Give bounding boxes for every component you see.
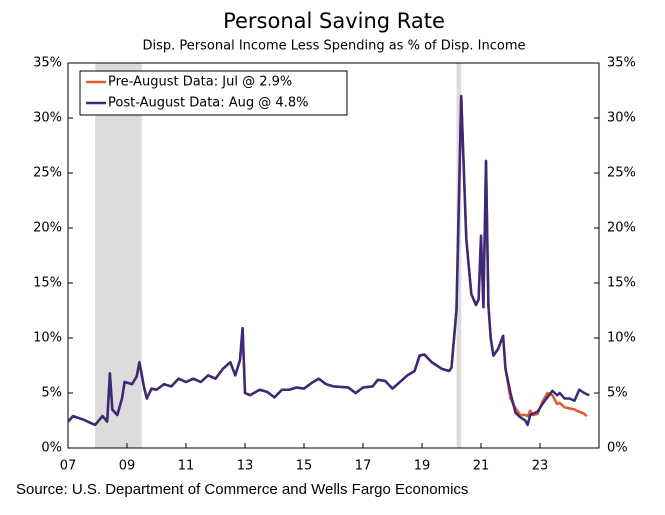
chart-subtitle: Disp. Personal Income Less Spending as %… [143,39,526,54]
x-tick-label: 11 [178,459,195,474]
legend-box [79,70,348,116]
y-tick-label: 10% [33,331,62,346]
x-tick-label: 13 [237,459,254,474]
source-note: Source: U.S. Department of Commerce and … [16,481,468,498]
y2-tick-label: 35% [607,56,636,71]
x-tick-label: 17 [355,459,372,474]
y-tick-label: 35% [33,56,62,71]
x-tick-label: 23 [532,459,549,474]
y-tick-label: 5% [41,386,62,401]
legend-label: Pre-August Data: Jul @ 2.9% [108,75,292,90]
chart-title: Personal Saving Rate [223,9,445,33]
series-line [67,94,590,427]
y-tick-label: 15% [33,276,62,291]
x-tick-label: 07 [60,459,77,474]
legend: Pre-August Data: Jul @ 2.9% Post-August D… [79,70,348,116]
plot-frame [67,62,600,449]
legend-label: Post-August Data: Aug @ 4.8% [108,96,308,111]
y2-tick-label: 5% [607,386,628,401]
series-line [67,94,588,427]
x-tick-label: 19 [414,459,431,474]
y-tick-label: 25% [33,166,62,181]
y2-tick-label: 30% [607,111,636,126]
y-tick-label: 0% [41,441,62,456]
y2-tick-label: 0% [607,441,628,456]
y2-tick-label: 25% [607,166,636,181]
y2-tick-label: 15% [607,276,636,291]
x-tick-label: 15 [296,459,313,474]
recession-band [95,63,142,448]
x-tick-label: 09 [119,459,136,474]
y-tick-label: 20% [33,221,62,236]
y2-tick-label: 20% [607,221,636,236]
x-tick-label: 21 [473,459,490,474]
y-tick-label: 30% [33,111,62,126]
y2-tick-label: 10% [607,331,636,346]
